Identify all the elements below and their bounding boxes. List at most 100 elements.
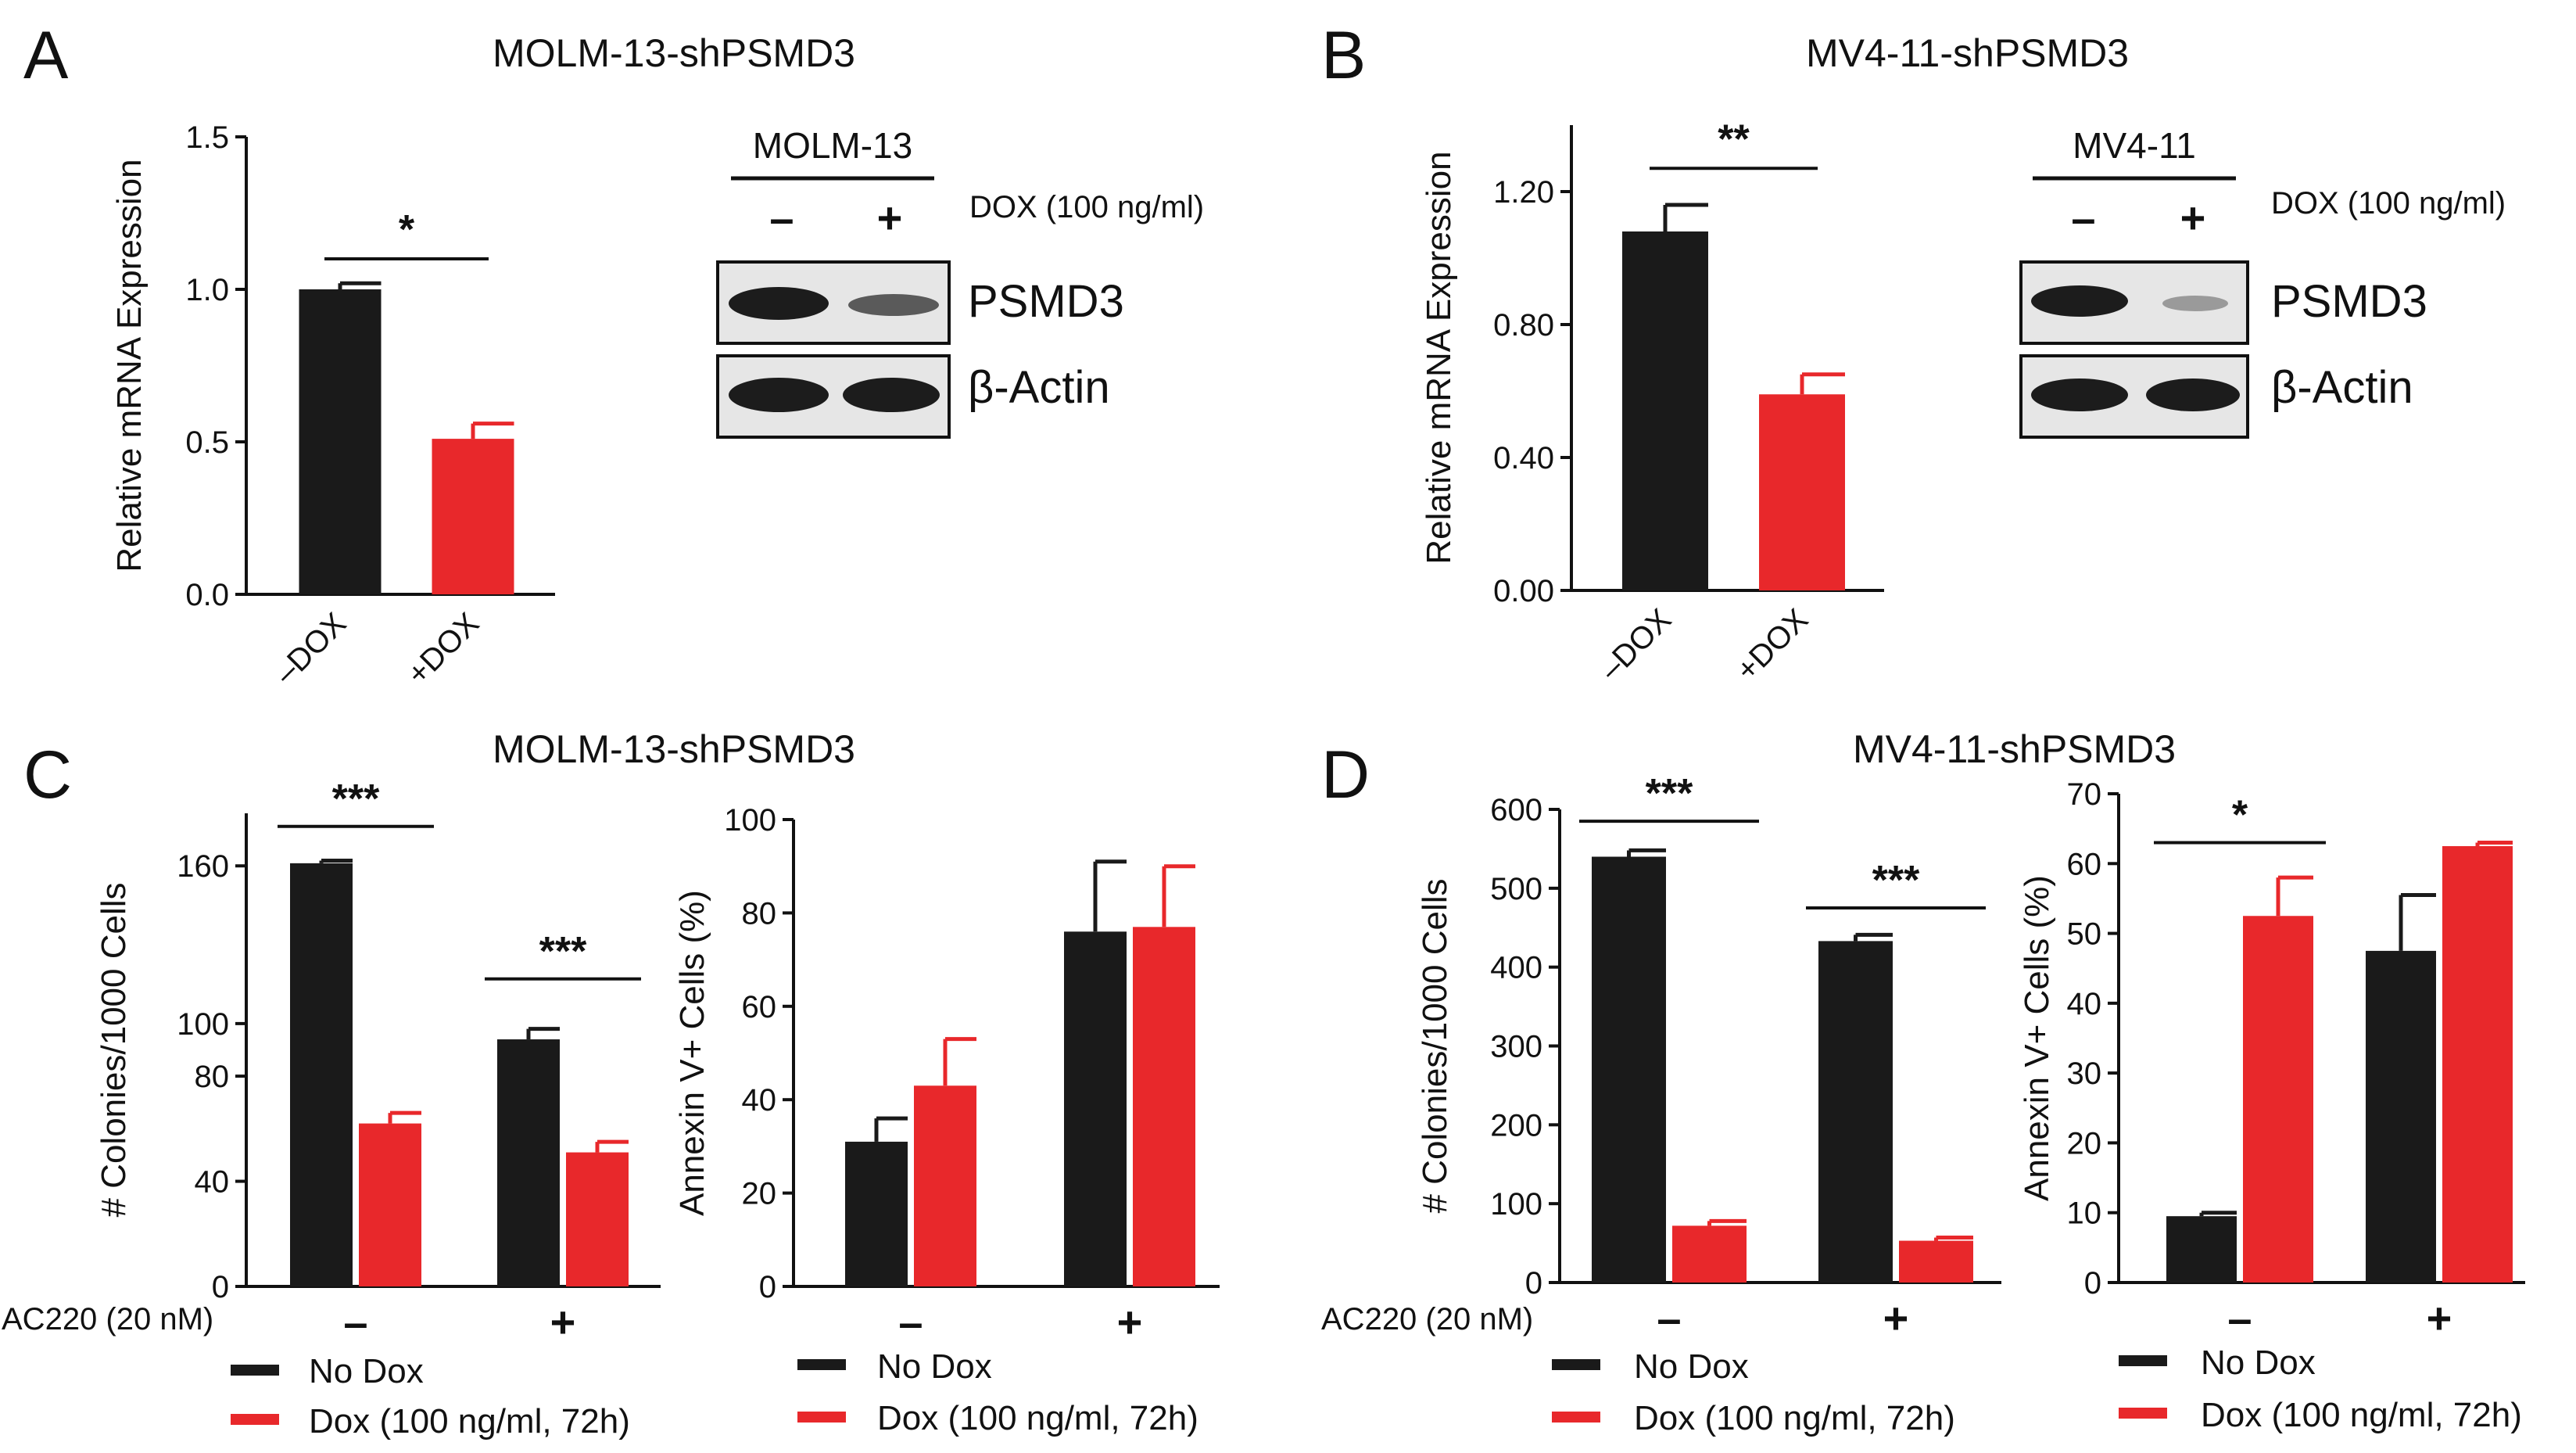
wb-b-psmd3-band-minus bbox=[2031, 285, 2128, 317]
bar bbox=[1759, 394, 1845, 590]
y-tick-label: 1.0 bbox=[185, 273, 229, 307]
bar bbox=[914, 1085, 976, 1286]
y-tick-label: 20 bbox=[742, 1177, 777, 1211]
wb-b-lane-minus: – bbox=[2071, 193, 2095, 242]
y-axis-label: Relative mRNA Expression bbox=[1420, 151, 1458, 564]
legend-swatch-dox bbox=[231, 1414, 279, 1425]
y-tick-label: 20 bbox=[2067, 1126, 2102, 1161]
panel-d-title: MV4-11-shPSMD3 bbox=[1853, 727, 2176, 771]
x-tick-label: –DOX bbox=[268, 606, 353, 691]
wb-a-lane-minus: – bbox=[769, 193, 794, 242]
y-tick-label: 1.20 bbox=[1493, 175, 1554, 210]
bar bbox=[432, 439, 514, 594]
significance-label: *** bbox=[539, 929, 587, 974]
legend-label-dox: Dox (100 ng/ml, 72h) bbox=[877, 1399, 1198, 1437]
bar bbox=[359, 1123, 421, 1286]
legend-d-annexin: No Dox Dox (100 ng/ml, 72h) bbox=[2119, 1344, 2522, 1434]
western-blot-b: MV4-11 – + DOX (100 ng/ml) PSMD3 β-Actin bbox=[2019, 125, 2506, 439]
legend-label-no-dox: No Dox bbox=[2201, 1344, 2316, 1382]
y-axis-label: # Colonies/1000 Cells bbox=[1416, 878, 1454, 1213]
significance-label: ** bbox=[1718, 117, 1750, 162]
y-tick-label: 60 bbox=[742, 990, 777, 1024]
x-tick-label: – bbox=[898, 1297, 923, 1347]
legend-c-colonies: No Dox Dox (100 ng/ml, 72h) bbox=[231, 1352, 630, 1440]
legend-label-dox: Dox (100 ng/ml, 72h) bbox=[309, 1402, 630, 1440]
wb-b-actin-band-minus bbox=[2031, 378, 2128, 411]
wb-b-treatment: DOX (100 ng/ml) bbox=[2271, 186, 2506, 221]
legend-swatch-no-dox bbox=[2119, 1355, 2167, 1366]
bar bbox=[1592, 856, 1666, 1283]
wb-a-cell-line: MOLM-13 bbox=[753, 125, 912, 166]
bar bbox=[299, 289, 382, 594]
bar bbox=[1064, 931, 1127, 1286]
y-tick-label: 0.00 bbox=[1493, 574, 1554, 608]
x-tick-label: +DOX bbox=[400, 606, 485, 691]
y-tick-label: 40 bbox=[195, 1165, 230, 1200]
y-tick-label: 160 bbox=[177, 849, 229, 884]
legend-swatch-dox bbox=[2119, 1408, 2167, 1419]
legend-label-no-dox: No Dox bbox=[309, 1352, 424, 1390]
legend-label-no-dox: No Dox bbox=[877, 1347, 992, 1386]
significance-label: * bbox=[399, 207, 415, 253]
y-tick-label: 30 bbox=[2067, 1057, 2102, 1091]
bar bbox=[1818, 941, 1893, 1283]
panel-b-title: MV4-11-shPSMD3 bbox=[1806, 31, 2129, 75]
x-tick-label: – bbox=[343, 1297, 367, 1347]
y-tick-label: 100 bbox=[177, 1007, 229, 1042]
legend-swatch-no-dox bbox=[1552, 1359, 1600, 1370]
legend-label-dox: Dox (100 ng/ml, 72h) bbox=[1634, 1399, 1955, 1437]
wb-b-psmd3-band-plus bbox=[2162, 296, 2228, 311]
significance-label: *** bbox=[1872, 858, 1920, 903]
legend-swatch-no-dox bbox=[231, 1365, 279, 1376]
d-ac220-label: AC220 (20 nM) bbox=[1321, 1302, 1533, 1336]
y-tick-label: 500 bbox=[1490, 872, 1542, 906]
x-tick-label: + bbox=[2427, 1293, 2452, 1343]
bar bbox=[845, 1141, 908, 1286]
x-tick-label: + bbox=[550, 1297, 576, 1347]
significance-label: *** bbox=[332, 777, 380, 822]
bar bbox=[2366, 950, 2436, 1283]
legend-swatch-dox bbox=[1552, 1412, 1600, 1423]
y-tick-label: 200 bbox=[1490, 1108, 1542, 1143]
y-tick-label: 0 bbox=[1525, 1266, 1542, 1301]
wb-b-actin-band-plus bbox=[2146, 378, 2240, 411]
significance-label: * bbox=[2232, 793, 2248, 838]
wb-a-actin-label: β-Actin bbox=[968, 362, 1110, 413]
wb-b-psmd3-label: PSMD3 bbox=[2271, 276, 2427, 327]
y-tick-label: 0.40 bbox=[1493, 441, 1554, 475]
bar bbox=[2243, 916, 2313, 1283]
wb-a-actin-band-plus bbox=[843, 378, 940, 412]
x-tick-label: –DOX bbox=[1593, 602, 1678, 687]
x-tick-label: – bbox=[1657, 1293, 1681, 1343]
chart-d-colonies: 0 100 200 300 400 500 600 # Colonies/1000 Cells… bbox=[1416, 771, 2001, 1343]
x-tick-label: +DOX bbox=[1729, 602, 1815, 687]
significance-label: *** bbox=[1646, 771, 1693, 816]
y-axis-label: Annexin V+ Cells (%) bbox=[2018, 875, 2056, 1201]
bar bbox=[1622, 231, 1708, 590]
bar bbox=[2442, 845, 2513, 1283]
panel-c-title: MOLM-13-shPSMD3 bbox=[493, 727, 855, 771]
panel-letter-a: A bbox=[23, 18, 69, 93]
chart-c-annexin: 0 20 40 60 80 100 Annexin V+ Cells (%) – + bbox=[673, 803, 1220, 1347]
legend-d-colonies: No Dox Dox (100 ng/ml, 72h) bbox=[1552, 1347, 1955, 1437]
legend-c-annexin: No Dox Dox (100 ng/ml, 72h) bbox=[797, 1347, 1198, 1437]
bar bbox=[1899, 1240, 1973, 1283]
chart-b-mrna: 0.00 0.40 0.80 1.20 Relative mRNA Expression… bbox=[1420, 117, 1884, 687]
legend-label-no-dox: No Dox bbox=[1634, 1347, 1749, 1386]
wb-b-lane-plus: + bbox=[2180, 193, 2206, 242]
wb-b-cell-line: MV4-11 bbox=[2073, 125, 2196, 166]
y-tick-label: 0.5 bbox=[185, 425, 229, 460]
y-tick-label: 0 bbox=[2084, 1266, 2101, 1301]
chart-d-annexin: 0 10 20 30 40 50 60 70 Annexin V+ Cells (%) – + * bbox=[2018, 777, 2525, 1343]
bar bbox=[566, 1152, 629, 1286]
y-axis-label: Annexin V+ Cells (%) bbox=[673, 890, 711, 1216]
chart-a-mrna: 0.0 0.5 1.0 1.5 Relative mRNA Expression –DOX… bbox=[110, 120, 555, 691]
wb-b-actin-label: β-Actin bbox=[2271, 362, 2413, 413]
bar bbox=[1672, 1225, 1747, 1283]
legend-swatch-no-dox bbox=[797, 1359, 846, 1370]
y-tick-label: 60 bbox=[2067, 847, 2102, 881]
wb-a-psmd3-band-minus bbox=[729, 287, 829, 320]
western-blot-a: MOLM-13 – + DOX (100 ng/ml) PSMD3 β-Acti… bbox=[716, 125, 1204, 439]
y-tick-label: 10 bbox=[2067, 1196, 2102, 1231]
